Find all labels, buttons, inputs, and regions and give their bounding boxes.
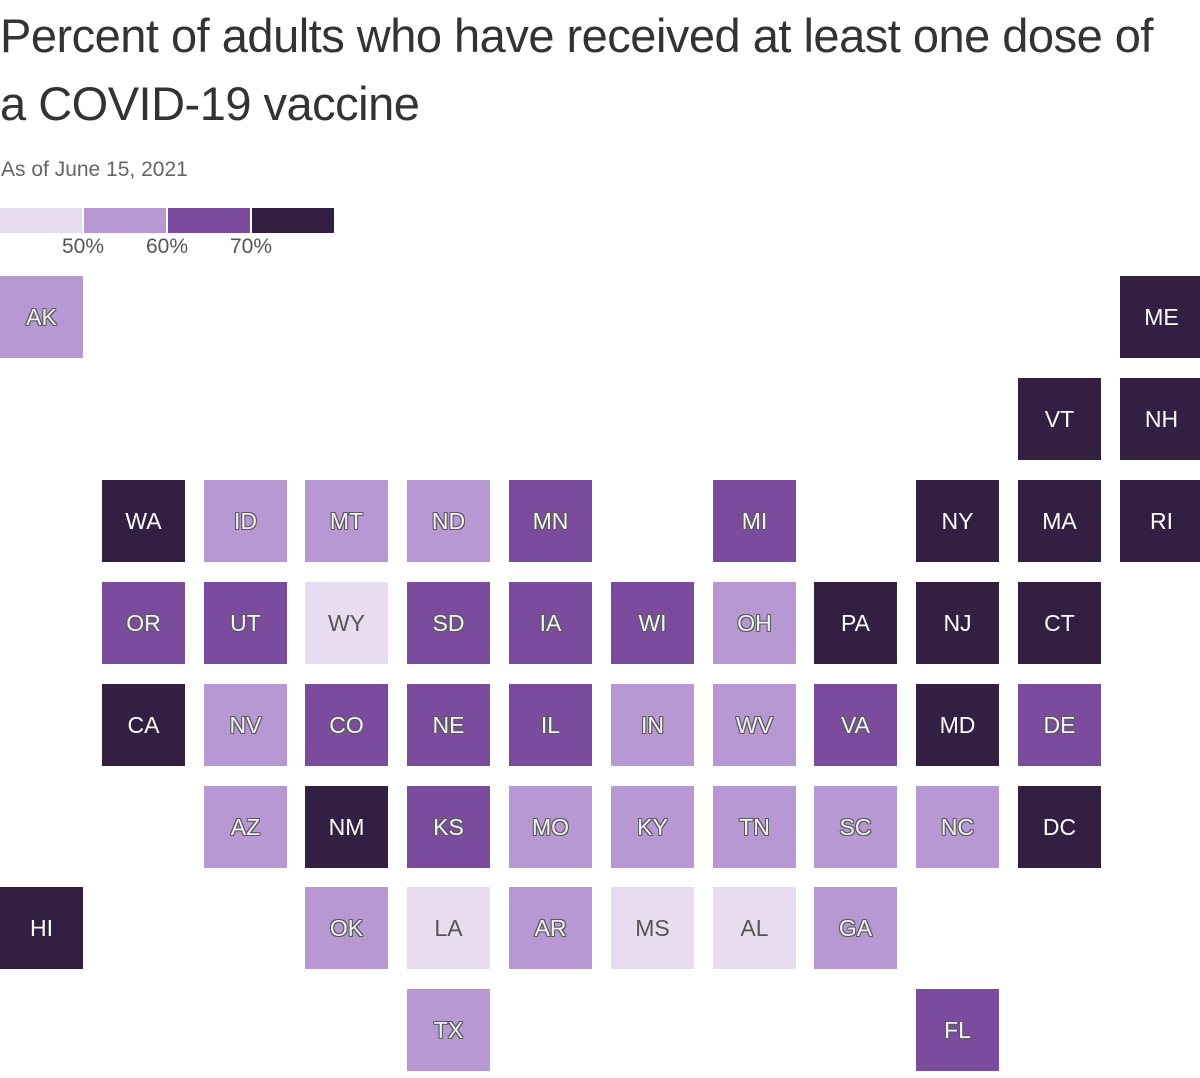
state-tile-ms[interactable]: MS (611, 887, 694, 969)
legend-tick-label: 60% (145, 235, 189, 258)
state-tile-tx[interactable]: TX (407, 989, 490, 1071)
state-tile-fl[interactable]: FL (916, 989, 999, 1071)
legend-swatch-bin3 (168, 208, 250, 233)
state-tile-la[interactable]: LA (407, 887, 490, 969)
chart-title: Percent of adults who have received at l… (0, 9, 1153, 130)
legend-swatch-bin4 (252, 208, 334, 233)
state-tile-vt[interactable]: VT (1018, 378, 1101, 460)
state-tile-va[interactable]: VA (814, 684, 897, 766)
chart-subtitle: As of June 15, 2021 (1, 158, 188, 181)
state-tile-ca[interactable]: CA (102, 684, 185, 766)
state-tile-ny[interactable]: NY (916, 480, 999, 562)
state-tile-mo[interactable]: MO (509, 786, 592, 868)
state-tile-me[interactable]: ME (1120, 276, 1200, 358)
state-tile-id[interactable]: ID (204, 480, 287, 562)
state-tile-wa[interactable]: WA (102, 480, 185, 562)
state-tile-ky[interactable]: KY (611, 786, 694, 868)
state-tile-ma[interactable]: MA (1018, 480, 1101, 562)
state-tile-ga[interactable]: GA (814, 887, 897, 969)
state-tile-or[interactable]: OR (102, 582, 185, 664)
legend-tick-label: 70% (229, 235, 273, 258)
state-tile-oh[interactable]: OH (713, 582, 796, 664)
legend-tick-label: 50% (61, 235, 105, 258)
state-tile-md[interactable]: MD (916, 684, 999, 766)
state-tile-il[interactable]: IL (509, 684, 592, 766)
state-tile-de[interactable]: DE (1018, 684, 1101, 766)
legend-swatch-bin1 (0, 208, 82, 233)
state-tile-dc[interactable]: DC (1018, 786, 1101, 868)
legend-swatch-bin2 (84, 208, 166, 233)
state-tile-co[interactable]: CO (305, 684, 388, 766)
state-tile-ks[interactable]: KS (407, 786, 490, 868)
state-tile-ut[interactable]: UT (204, 582, 287, 664)
state-tile-al[interactable]: AL (713, 887, 796, 969)
state-tile-sd[interactable]: SD (407, 582, 490, 664)
state-tile-wy[interactable]: WY (305, 582, 388, 664)
state-tile-az[interactable]: AZ (204, 786, 287, 868)
state-tile-nc[interactable]: NC (916, 786, 999, 868)
state-tile-mi[interactable]: MI (713, 480, 796, 562)
state-tile-nm[interactable]: NM (305, 786, 388, 868)
state-tile-ct[interactable]: CT (1018, 582, 1101, 664)
state-tile-ne[interactable]: NE (407, 684, 490, 766)
state-tile-nv[interactable]: NV (204, 684, 287, 766)
state-tile-mn[interactable]: MN (509, 480, 592, 562)
state-tile-in[interactable]: IN (611, 684, 694, 766)
state-tile-nh[interactable]: NH (1120, 378, 1200, 460)
state-tile-nj[interactable]: NJ (916, 582, 999, 664)
state-tile-nd[interactable]: ND (407, 480, 490, 562)
state-tile-tn[interactable]: TN (713, 786, 796, 868)
state-tile-hi[interactable]: HI (0, 887, 83, 969)
state-tile-wi[interactable]: WI (611, 582, 694, 664)
state-tile-pa[interactable]: PA (814, 582, 897, 664)
state-tile-ak[interactable]: AK (0, 276, 83, 358)
state-tile-ar[interactable]: AR (509, 887, 592, 969)
state-tile-ia[interactable]: IA (509, 582, 592, 664)
state-tile-ok[interactable]: OK (305, 887, 388, 969)
state-tile-mt[interactable]: MT (305, 480, 388, 562)
color-legend: 50% 60% 70% (0, 208, 340, 268)
state-tile-sc[interactable]: SC (814, 786, 897, 868)
state-tile-wv[interactable]: WV (713, 684, 796, 766)
state-tile-ri[interactable]: RI (1120, 480, 1200, 562)
